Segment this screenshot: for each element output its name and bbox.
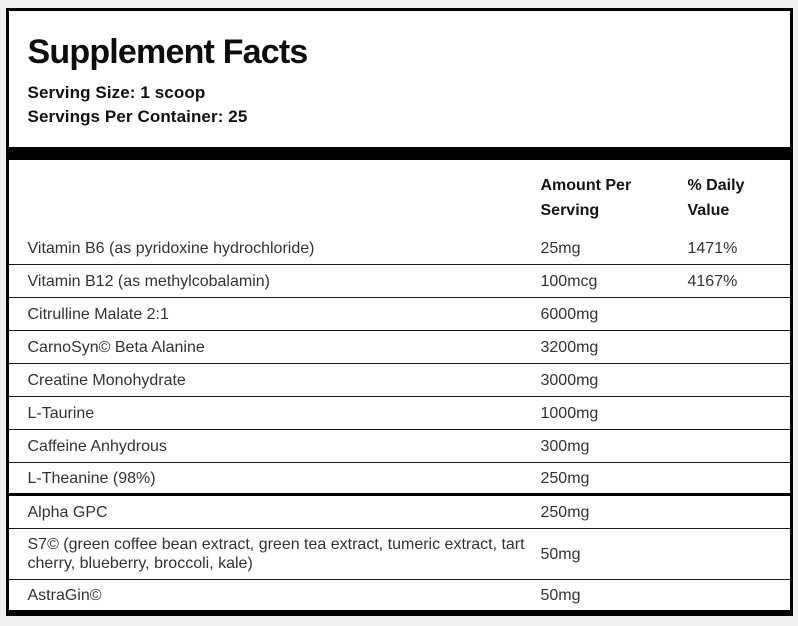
ingredient-name: Citrulline Malate 2:1 xyxy=(27,305,169,323)
ingredient-row: L-Theanine (98%) 250mg xyxy=(8,463,790,496)
ingredient-name: CarnoSyn© Beta Alanine xyxy=(27,338,205,356)
ingredient-name: Vitamin B6 (as pyridoxine hydrochloride) xyxy=(27,239,315,257)
ingredient-row: Citrulline Malate 2:1 6000mg xyxy=(8,298,790,331)
ingredient-amount: 50mg xyxy=(540,545,581,563)
ingredient-amount: 1000mg xyxy=(540,404,599,422)
ingredient-amount: 300mg xyxy=(540,437,590,455)
ingredient-amount: 3200mg xyxy=(540,338,599,356)
ingredient-row: AstraGin© 50mg xyxy=(9,580,790,610)
ingredient-amount: 25mg xyxy=(540,239,581,257)
ingredient-name: L-Theanine (98%) xyxy=(27,469,156,487)
ingredient-amount: 3000mg xyxy=(540,371,599,389)
ingredient-row: Creatine Monohydrate 3000mg xyxy=(8,364,790,397)
ingredient-amount: 6000mg xyxy=(540,305,599,323)
panel-title: Supplement Facts xyxy=(27,33,309,71)
supplement-facts-panel: Supplement Facts Serving Size: 1 scoop S… xyxy=(5,8,793,616)
panel-header: Supplement Facts Serving Size: 1 scoop S… xyxy=(9,11,790,129)
ingredient-table: Vitamin B6 (as pyridoxine hydrochloride)… xyxy=(8,232,790,610)
ingredient-row: Vitamin B12 (as methylcobalamin) 100mcg … xyxy=(8,265,790,298)
ingredient-name: Vitamin B12 (as methylcobalamin) xyxy=(27,272,270,290)
ingredient-name: L-Taurine xyxy=(27,404,95,422)
ingredient-name: Caffeine Anhydrous xyxy=(27,437,167,455)
ingredient-name: S7© (green coffee bean extract, green te… xyxy=(27,536,525,572)
ingredient-daily-value: 1471% xyxy=(687,239,738,257)
ingredient-amount: 100mcg xyxy=(540,272,598,290)
ingredient-row: Alpha GPC 250mg xyxy=(8,496,790,529)
ingredient-amount: 50mg xyxy=(540,586,581,604)
amount-column-header: Amount Per Serving xyxy=(540,177,632,219)
ingredient-row: Vitamin B6 (as pyridoxine hydrochloride)… xyxy=(8,232,790,265)
table-column-headers: Amount Per Serving % Daily Value xyxy=(9,160,790,232)
ingredient-row: S7© (green coffee bean extract, green te… xyxy=(8,529,790,580)
ingredient-name: Creatine Monohydrate xyxy=(27,371,186,389)
ingredient-column-spacer xyxy=(28,173,541,223)
serving-size-text: Serving Size: 1 scoop xyxy=(27,83,206,102)
ingredient-name: Alpha GPC xyxy=(27,503,108,521)
ingredient-name: AstraGin© xyxy=(27,586,102,604)
ingredient-row: CarnoSyn© Beta Alanine 3200mg xyxy=(8,331,790,364)
ingredient-row: Caffeine Anhydrous 300mg xyxy=(8,430,790,463)
ingredient-row: L-Taurine 1000mg xyxy=(8,397,790,430)
ingredient-daily-value: 4167% xyxy=(687,272,738,290)
section-divider-bar xyxy=(8,147,790,160)
servings-per-container-text: Servings Per Container: 25 xyxy=(27,107,248,126)
ingredient-amount: 250mg xyxy=(540,503,590,521)
ingredient-amount: 250mg xyxy=(540,469,590,487)
daily-value-column-header: % Daily Value xyxy=(687,177,745,219)
